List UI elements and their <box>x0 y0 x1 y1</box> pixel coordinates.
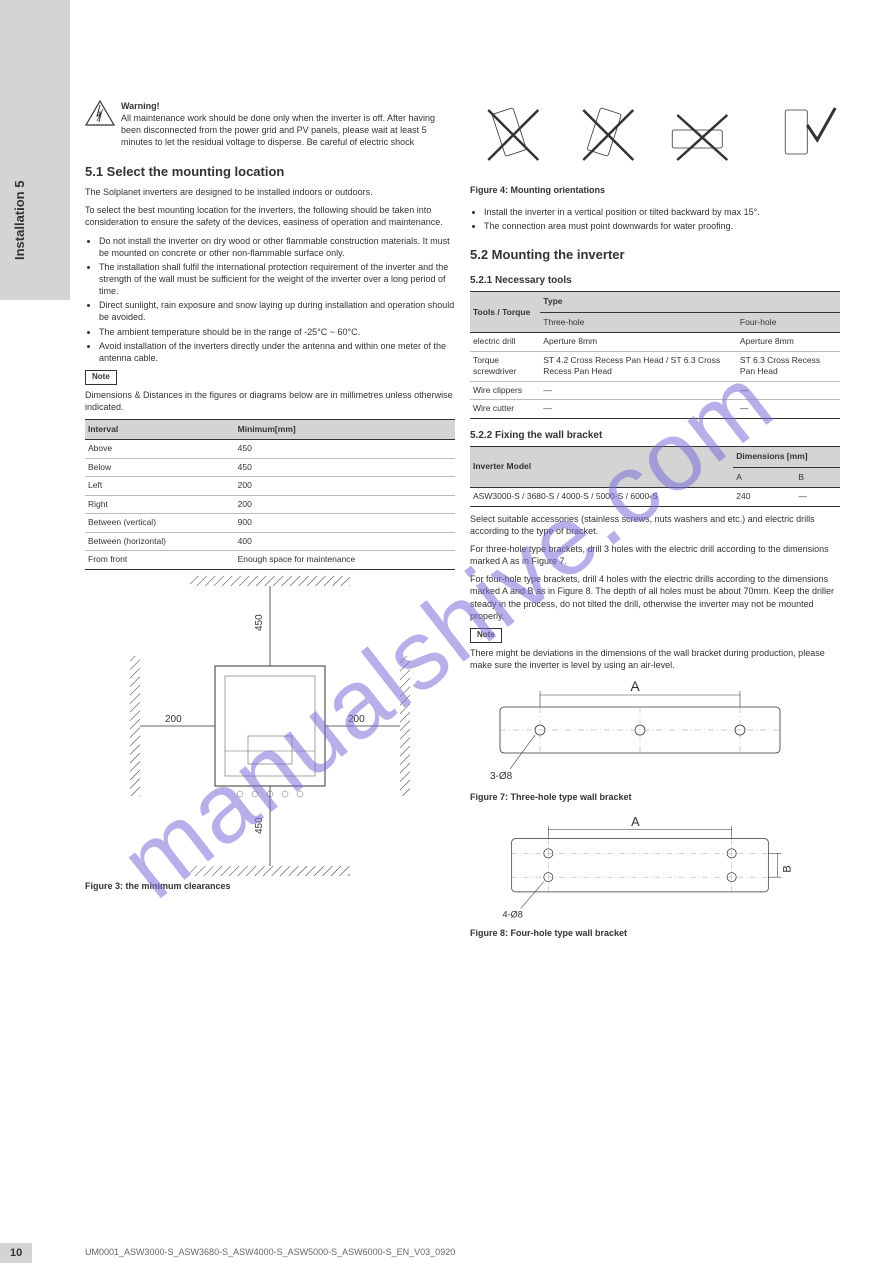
list-item: Avoid installation of the inverters dire… <box>99 340 455 364</box>
list-item: The ambient temperature should be in the… <box>99 326 455 338</box>
section-5-1-heading: 5.1 Select the mounting location <box>85 163 455 181</box>
tools-table: Tools / Torque Type Three-hole Four-hole… <box>470 291 840 418</box>
s51-bullet-list: Do not install the inverter on dry wood … <box>99 235 455 364</box>
figure-8-caption: Figure 8: Four-hole type wall bracket <box>470 927 840 939</box>
table-row: From frontEnough space for maintenance <box>85 551 455 569</box>
clearance-table: IntervalMinimum[mm] Above450 Below450 Le… <box>85 419 455 570</box>
orientation-wrong-flat <box>659 100 746 178</box>
dim-right: 200 <box>348 714 365 725</box>
list-item: The installation shall fulfil the intern… <box>99 261 455 297</box>
clearance-figure: 450 450 200 200 <box>130 576 410 876</box>
orientation-wrong-tilt-fwd <box>470 100 557 178</box>
th-tools: Tools / Torque <box>470 292 540 333</box>
bracket-4hole-figure: A B 4-Ø8 <box>470 813 810 923</box>
table-row: Right200 <box>85 495 455 513</box>
section-5-2-2-heading: 5.2.2 Fixing the wall bracket <box>470 429 840 443</box>
figure-7-caption: Figure 7: Three-hole type wall bracket <box>470 791 840 803</box>
th-3hole: Three-hole <box>540 312 737 332</box>
table-row: Below450 <box>85 458 455 476</box>
table-row: Torque screwdriverST 4.2 Cross Recess Pa… <box>470 351 840 381</box>
footer-text: UM0001_ASW3000-S_ASW3680-S_ASW4000-S_ASW… <box>85 1247 455 1257</box>
th-model: Inverter Model <box>470 447 733 488</box>
table-row: Left200 <box>85 477 455 495</box>
warning-title: Warning! <box>121 101 160 111</box>
note-text-2: There might be deviations in the dimensi… <box>470 647 840 671</box>
list-item: The connection area must point downwards… <box>484 220 840 232</box>
right-column: Figure 4: Mounting orientations Install … <box>470 100 840 949</box>
orientation-row <box>470 100 840 178</box>
s52-p1: Select suitable accessories (stainless s… <box>470 513 840 537</box>
figure-3-caption: Figure 3: the minimum clearances <box>85 880 455 892</box>
warning-triangle-icon <box>85 100 115 126</box>
s52-p3: For four-hole type brackets, drill 4 hol… <box>470 573 840 622</box>
s52-p2: For three-hole type brackets, drill 3 ho… <box>470 543 840 567</box>
section-5-2-1-heading: 5.2.1 Necessary tools <box>470 274 840 288</box>
note-text: Dimensions & Distances in the figures or… <box>85 389 455 413</box>
table-row: Above450 <box>85 440 455 458</box>
warning-block: Warning! All maintenance work should be … <box>85 100 455 149</box>
figure-4-caption: Figure 4: Mounting orientations <box>470 184 840 196</box>
warning-body: All maintenance work should be done only… <box>121 113 435 147</box>
holes-4-label: 4-Ø8 <box>503 910 523 920</box>
left-column: Warning! All maintenance work should be … <box>85 100 455 902</box>
dim-a-3: A <box>630 678 640 694</box>
orientation-wrong-tilt-back <box>565 100 652 178</box>
th-min: Minimum[mm] <box>235 420 455 440</box>
list-item: Install the inverter in a vertical posit… <box>484 206 840 218</box>
dim-left: 200 <box>165 714 182 725</box>
s51-para1: To select the best mounting location for… <box>85 204 455 228</box>
dim-bottom: 450 <box>254 817 265 834</box>
note-label: Note <box>85 370 117 385</box>
table-row: electric drillAperture 8mmAperture 8mm <box>470 333 840 351</box>
orientation-correct <box>754 100 841 178</box>
list-item: Direct sunlight, rain exposure and snow … <box>99 299 455 323</box>
table-row: Wire cutter—— <box>470 400 840 418</box>
th-dims: Dimensions [mm] <box>733 447 840 467</box>
warning-text: Warning! All maintenance work should be … <box>121 100 455 149</box>
th-b: B <box>795 467 840 487</box>
side-tab: Installation 5 <box>0 0 70 300</box>
dim-top: 450 <box>254 614 265 631</box>
note-label-2: Note <box>470 628 502 643</box>
th-interval: Interval <box>85 420 235 440</box>
table-row: Between (vertical)900 <box>85 514 455 532</box>
dim-a-4: A <box>631 814 640 829</box>
table-row: ASW3000-S / 3680-S / 4000-S / 5000-S / 6… <box>470 488 840 506</box>
list-item: Do not install the inverter on dry wood … <box>99 235 455 259</box>
table-row: Between (horizontal)400 <box>85 532 455 550</box>
dim-b-4: B <box>781 865 793 872</box>
th-type: Type <box>540 292 840 312</box>
th-4hole: Four-hole <box>737 312 840 332</box>
section-5-2-heading: 5.2 Mounting the inverter <box>470 246 840 264</box>
dimensions-table: Inverter Model Dimensions [mm] A B ASW30… <box>470 446 840 506</box>
holes-3-label: 3-Ø8 <box>490 771 513 782</box>
bracket-3hole-figure: A 3-Ø8 <box>470 677 810 787</box>
s51-intro: The Solplanet inverters are designed to … <box>85 186 455 198</box>
orientation-bullets: Install the inverter in a vertical posit… <box>484 206 840 232</box>
page-number: 10 <box>0 1243 32 1263</box>
side-tab-label: Installation 5 <box>12 181 27 260</box>
th-a: A <box>733 467 795 487</box>
table-row: Wire clippers—— <box>470 381 840 399</box>
